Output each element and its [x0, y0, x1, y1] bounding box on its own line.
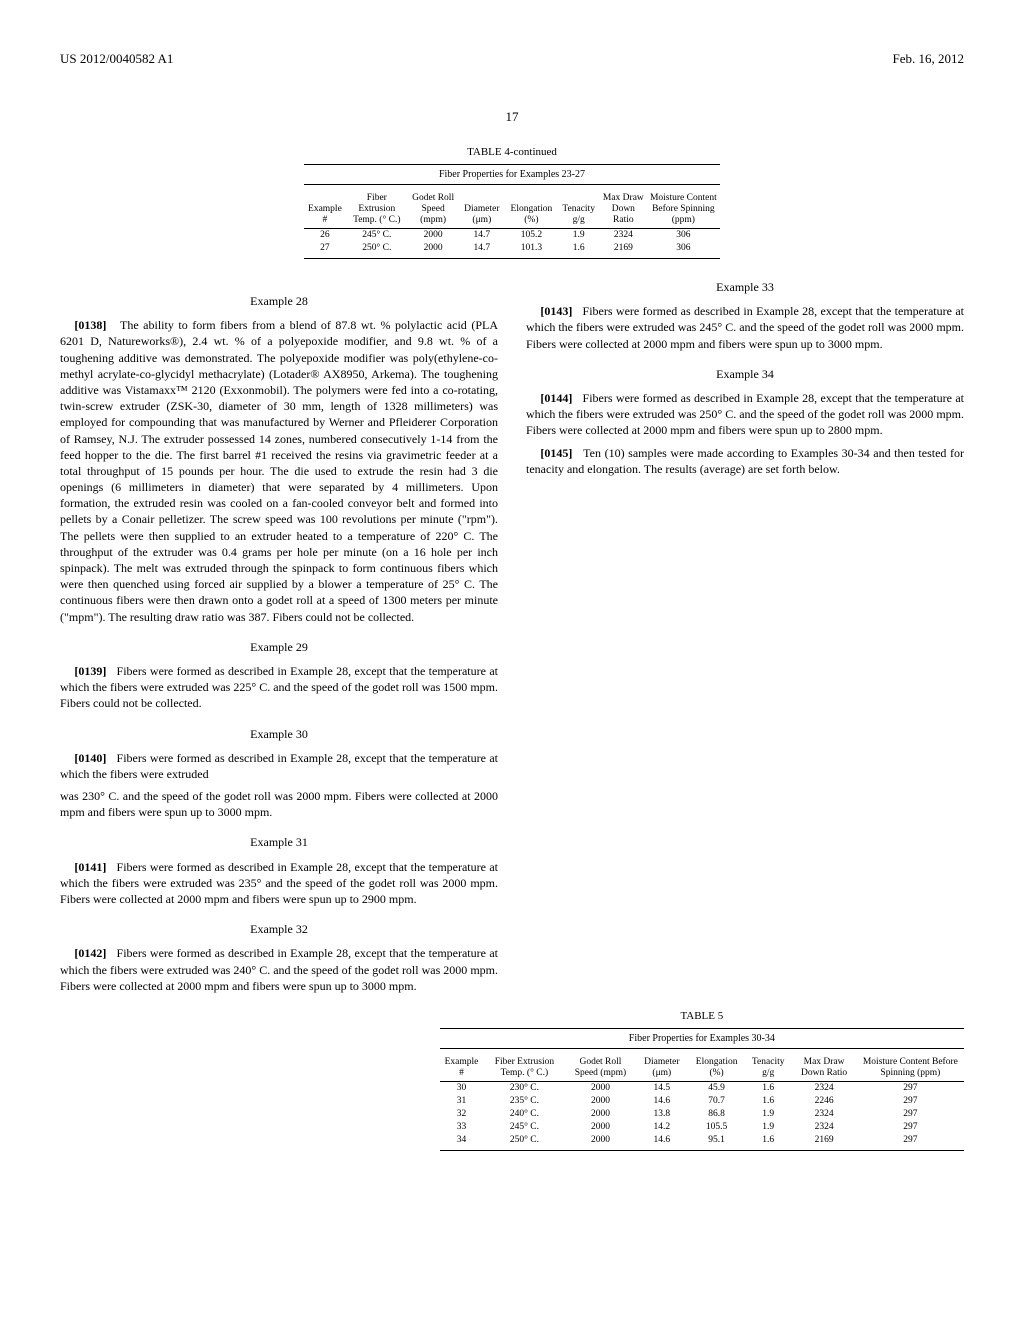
table-5: TABLE 5 Fiber Properties for Examples 30… [440, 1009, 964, 1151]
table-4-grid: Example # Fiber Extrusion Temp. (° C.) G… [304, 191, 720, 259]
col-head: Moisture Content Before Spinning (ppm) [647, 191, 720, 228]
patent-date: Feb. 16, 2012 [893, 50, 965, 68]
table-row: 34250° C.200014.695.11.62169297 [440, 1134, 964, 1150]
col-head: Max Draw Down Ratio [791, 1055, 856, 1081]
table-row: 33245° C.200014.2105.51.92324297 [440, 1121, 964, 1134]
col-head: Diameter (μm) [635, 1055, 688, 1081]
col-head: Fiber Extrusion Temp. (° C.) [346, 191, 408, 228]
para-num: [0140] [74, 751, 106, 765]
table-row: 26245° C.200014.7105.21.92324306 [304, 229, 720, 242]
example-34-title: Example 34 [526, 366, 964, 382]
para-body: Fibers were formed as described in Examp… [60, 664, 498, 710]
para-body: Ten (10) samples were made according to … [526, 446, 964, 476]
paragraph-0145: [0145] Ten (10) samples were made accord… [526, 445, 964, 477]
example-31-title: Example 31 [60, 834, 498, 850]
col-head: Fiber Extrusion Temp. (° C.) [483, 1055, 565, 1081]
para-num: [0143] [540, 304, 572, 318]
para-num: [0144] [540, 391, 572, 405]
para-body: Fibers were formed as described in Examp… [60, 751, 498, 781]
patent-number: US 2012/0040582 A1 [60, 50, 173, 68]
table-row: 27250° C.200014.7101.31.62169306 [304, 242, 720, 258]
para-body: Fibers were formed as described in Examp… [60, 946, 498, 992]
col-head: Tenacity g/g [557, 191, 599, 228]
table-5-grid: Example # Fiber Extrusion Temp. (° C.) G… [440, 1055, 964, 1150]
example-32-title: Example 32 [60, 921, 498, 937]
paragraph-0143: [0143] Fibers were formed as described i… [526, 303, 964, 352]
example-33-title: Example 33 [526, 279, 964, 295]
paragraph-0141: [0141] Fibers were formed as described i… [60, 859, 498, 908]
table-4-title: TABLE 4-continued [304, 145, 720, 160]
table-row: 30230° C.200014.545.91.62324297 [440, 1082, 964, 1095]
para-num: [0141] [74, 860, 106, 874]
table-5-caption: Fiber Properties for Examples 30-34 [440, 1028, 964, 1050]
para-num: [0138] [74, 318, 106, 332]
paragraph-0142: [0142] Fibers were formed as described i… [60, 945, 498, 994]
table-row: 32240° C.200013.886.81.92324297 [440, 1108, 964, 1121]
para-num: [0145] [540, 446, 572, 460]
paragraph-0144: [0144] Fibers were formed as described i… [526, 390, 964, 439]
paragraph-0140a: [0140] Fibers were formed as described i… [60, 750, 498, 782]
para-body: Fibers were formed as described in Examp… [60, 860, 498, 906]
para-body: Fibers were formed as described in Examp… [526, 304, 964, 350]
page-number: 17 [60, 108, 964, 126]
table-4-caption: Fiber Properties for Examples 23-27 [304, 164, 720, 186]
col-head: Godet Roll Speed (mpm) [566, 1055, 636, 1081]
para-body: The ability to form fibers from a blend … [60, 318, 498, 623]
table-5-title: TABLE 5 [440, 1009, 964, 1024]
table-row: 31235° C.200014.670.71.62246297 [440, 1095, 964, 1108]
col-head: Moisture Content Before Spinning (ppm) [857, 1055, 964, 1081]
page-header: US 2012/0040582 A1 Feb. 16, 2012 [60, 50, 964, 68]
example-30-title: Example 30 [60, 726, 498, 742]
paragraph-0139: [0139] Fibers were formed as described i… [60, 663, 498, 712]
col-head: Elongation (%) [505, 191, 557, 228]
col-head: Example # [440, 1055, 484, 1081]
paragraph-0140b: was 230° C. and the speed of the godet r… [60, 788, 498, 820]
para-num: [0142] [74, 946, 106, 960]
example-28-title: Example 28 [60, 293, 498, 309]
paragraph-0138: [0138] The ability to form fibers from a… [60, 317, 498, 625]
para-num: [0139] [74, 664, 106, 678]
col-head: Elongation (%) [688, 1055, 745, 1081]
col-head: Godet Roll Speed (mpm) [408, 191, 458, 228]
example-29-title: Example 29 [60, 639, 498, 655]
table-4: TABLE 4-continued Fiber Properties for E… [304, 145, 720, 259]
col-head: Tenacity g/g [745, 1055, 791, 1081]
col-head: Example # [304, 191, 346, 228]
para-body: Fibers were formed as described in Examp… [526, 391, 964, 437]
col-head: Max Draw Down Ratio [600, 191, 647, 228]
col-head: Diameter (μm) [458, 191, 505, 228]
